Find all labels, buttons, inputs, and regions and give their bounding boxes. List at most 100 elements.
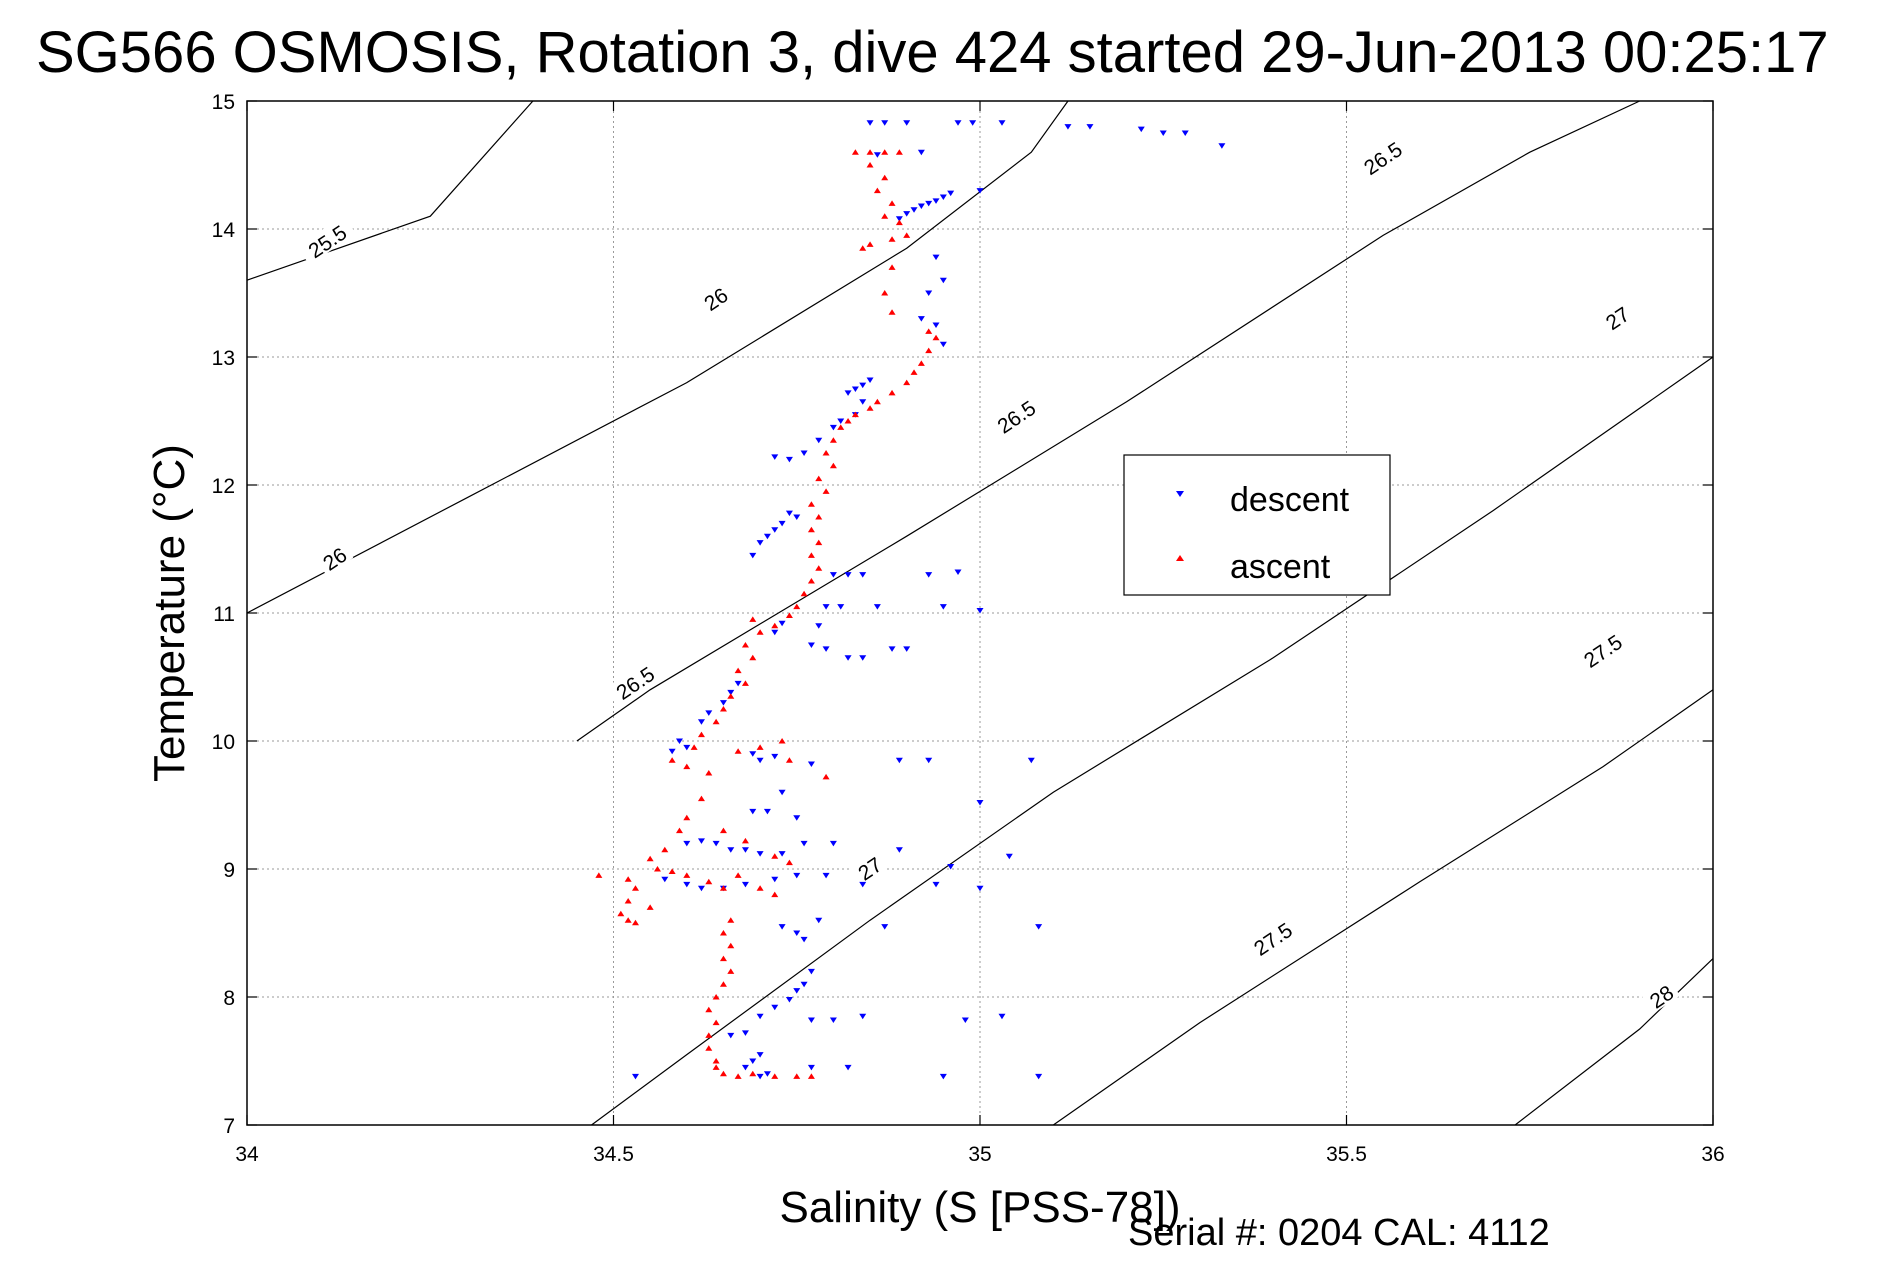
descent-point-79	[895, 757, 903, 764]
descent-point-51	[925, 572, 933, 578]
descent-point-3	[954, 120, 962, 126]
ascent-point-103	[734, 1073, 742, 1079]
descent-point-75	[749, 751, 757, 757]
descent-point-77	[771, 753, 779, 760]
descent-point-36	[829, 424, 837, 431]
y-tick-label-7: 14	[212, 219, 236, 242]
descent-point-95	[829, 840, 837, 847]
descent-point-96	[895, 847, 903, 853]
descent-point-9	[1159, 130, 1167, 136]
descent-point-38	[800, 450, 808, 456]
ascent-point-45	[756, 629, 764, 635]
descent-point-105	[793, 872, 801, 879]
ascent-point-50	[741, 680, 749, 686]
ascent-point-12	[866, 241, 874, 247]
ascent-point-41	[800, 590, 808, 597]
descent-point-86	[793, 815, 801, 821]
ascent-point-48	[749, 654, 757, 661]
ascent-point-55	[690, 744, 698, 750]
legend-descent-marker	[1176, 491, 1184, 497]
descent-point-25	[925, 290, 933, 296]
ascent-point-107	[807, 1073, 815, 1079]
ascent-point-56	[668, 757, 676, 763]
ascent-point-94	[719, 981, 727, 987]
ascent-point-19	[925, 347, 933, 354]
descent-point-63	[844, 655, 852, 661]
ascent-point-15	[881, 290, 889, 296]
descent-point-116	[807, 968, 815, 975]
legend-ascent-marker	[1176, 555, 1184, 561]
descent-point-92	[756, 851, 764, 857]
y-tick-label-0: 7	[223, 1115, 235, 1138]
descent-point-110	[778, 924, 786, 930]
ascent-point-77	[771, 853, 779, 859]
descent-point-127	[961, 1017, 969, 1024]
descent-point-39	[785, 456, 793, 463]
descent-point-47	[793, 514, 801, 520]
descent-point-23	[932, 254, 940, 261]
descent-point-100	[683, 881, 691, 888]
descent-point-82	[976, 799, 984, 806]
descent-point-12	[917, 149, 925, 156]
ascent-point-30	[822, 450, 830, 456]
descent-point-57	[976, 607, 984, 614]
ascent-point-42	[793, 603, 801, 610]
descent-point-131	[741, 1064, 749, 1071]
ascent-point-75	[756, 885, 764, 891]
descent-point-69	[719, 700, 727, 706]
y-tick-label-8: 15	[212, 91, 235, 114]
ascent-point-86	[631, 919, 639, 926]
contour-label-bg-2	[1352, 132, 1412, 182]
descent-point-91	[741, 847, 749, 853]
descent-point-44	[763, 533, 771, 540]
ascent-point-80	[719, 827, 727, 834]
ascent-point-37	[815, 539, 823, 546]
descent-point-62	[822, 646, 830, 652]
ascent-point-34	[807, 501, 815, 507]
descent-point-76	[756, 757, 764, 764]
descent-point-119	[785, 997, 793, 1003]
ascent-point-23	[888, 389, 896, 396]
descent-point-74	[668, 748, 676, 755]
descent-point-78	[807, 761, 815, 768]
descent-point-73	[683, 744, 691, 751]
x-axis-label: Salinity (S [PSS-78])	[779, 1183, 1180, 1232]
ascent-point-84	[617, 910, 625, 917]
descent-point-4	[969, 120, 977, 126]
descent-point-6	[1064, 124, 1072, 130]
descent-point-133	[807, 1064, 815, 1071]
descent-point-21	[895, 216, 903, 222]
descent-point-138	[1035, 1073, 1043, 1080]
descent-point-45	[756, 540, 764, 546]
descent-point-104	[771, 876, 779, 883]
descent-point-58	[778, 620, 786, 627]
ascent-point-10	[903, 232, 911, 238]
descent-point-14	[947, 190, 955, 197]
descent-point-70	[705, 710, 713, 716]
descent-point-29	[866, 377, 874, 384]
descent-point-83	[778, 789, 786, 796]
contour-label-bg-4	[605, 656, 664, 707]
descent-point-88	[697, 838, 705, 844]
descent-point-126	[859, 1013, 867, 1020]
descent-point-40	[771, 454, 779, 460]
descent-point-13	[873, 152, 881, 158]
ascent-point-7	[888, 200, 896, 206]
descent-point-71	[697, 719, 705, 725]
ascent-point-91	[727, 942, 735, 949]
descent-point-50	[859, 572, 867, 578]
ascent-point-97	[712, 1019, 720, 1026]
ascent-point-4	[866, 162, 874, 168]
descent-point-118	[793, 988, 801, 994]
ascent-point-18	[932, 334, 940, 341]
y-tick-label-3: 10	[212, 731, 235, 754]
descent-point-53	[822, 604, 830, 610]
x-tick-label-3: 35.5	[1326, 1143, 1367, 1166]
descent-point-64	[859, 655, 867, 661]
ascent-point-71	[683, 872, 691, 878]
ascent-point-83	[624, 898, 632, 904]
contour-line-2	[576, 100, 1640, 742]
ascent-point-93	[727, 968, 735, 974]
ascent-point-66	[675, 827, 683, 834]
